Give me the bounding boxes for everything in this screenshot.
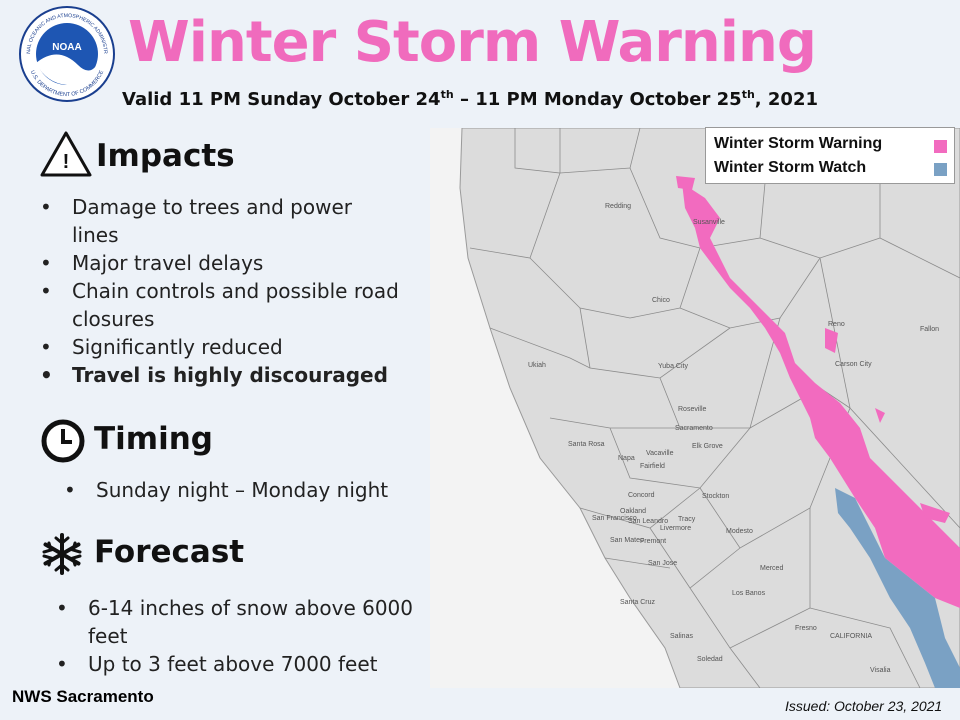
section-heading: Impacts: [96, 138, 235, 174]
map-label: Fairfield: [640, 463, 665, 470]
title: Winter Storm Warning: [128, 10, 817, 75]
bullet: Travel is highly discouraged: [40, 361, 400, 389]
map-label: Fresno: [795, 625, 817, 632]
map-label: Reno: [828, 321, 845, 328]
bullet: 6-14 inches of snow above 6000 feet: [56, 594, 456, 650]
map-label: Tracy: [678, 516, 696, 523]
legend-swatch: [934, 140, 947, 153]
boundaries: [469, 128, 960, 688]
map-label: Oakland: [620, 508, 646, 515]
section-heading: Timing: [94, 421, 213, 457]
map-label: Yuba City: [658, 363, 688, 370]
svg-text:!: !: [63, 151, 70, 173]
map-label: Napa: [618, 455, 635, 462]
logo-text: NOAA: [52, 42, 81, 53]
snowflake-icon: [42, 533, 82, 575]
legend-label: Winter Storm Watch: [714, 159, 867, 176]
map-label: San Francisco: [592, 515, 637, 522]
map-label: Fallon: [920, 326, 939, 333]
map-label: Elk Grove: [692, 443, 723, 450]
map-label: San Jose: [648, 560, 677, 567]
legend-label: Winter Storm Warning: [714, 135, 883, 152]
bullet: Up to 3 feet above 7000 feet: [56, 650, 456, 678]
map-label: Santa Rosa: [568, 441, 605, 448]
map-label: Soledad: [697, 656, 723, 663]
forecast-list: 6-14 inches of snow above 6000 feet Up t…: [56, 594, 456, 678]
map-label: Roseville: [678, 406, 707, 413]
map-label: Visalia: [870, 667, 891, 674]
map-label: Chico: [652, 297, 670, 304]
issued-date: Issued: October 23, 2021: [785, 698, 943, 714]
map-label: Susanville: [693, 219, 725, 226]
subtitle-part: th: [440, 88, 454, 101]
map-label: Salinas: [670, 633, 693, 640]
map-labels: Redding Susanville Chico Reno Fallon Ukiah Yub…: [528, 203, 939, 674]
map-label: Fremont: [640, 538, 666, 545]
map-label: Stockton: [702, 493, 729, 500]
map: Redding Susanville Chico Reno Fallon Ukiah Yub…: [430, 128, 960, 688]
bullet: Major travel delays: [40, 249, 400, 277]
map-label: Modesto: [726, 528, 753, 535]
office: NWS Sacramento: [12, 687, 154, 706]
map-label: Redding: [605, 203, 631, 210]
map-label: CALIFORNIA: [830, 633, 872, 640]
warning-icon: !: [40, 131, 92, 177]
map-label: Concord: [628, 492, 655, 499]
subtitle-part: th: [741, 88, 755, 101]
timing-list: Sunday night – Monday night: [64, 476, 444, 504]
subtitle-part: , 2021: [754, 89, 818, 110]
bullet: Chain controls and possible road closure…: [40, 277, 400, 333]
clock-icon: [41, 419, 85, 463]
watch-area: [835, 488, 960, 688]
land: [459, 128, 960, 688]
noaa-logo: NOAA NATIONAL OCEANIC AND ATMOSPHERIC AD…: [18, 5, 115, 102]
subtitle-part: Valid 11 PM Sunday October 24: [122, 89, 441, 110]
bullet: Sunday night – Monday night: [64, 476, 444, 504]
legend-swatch: [934, 163, 947, 176]
subtitle-part: – 11 PM Monday October 25: [453, 89, 742, 110]
map-label: Livermore: [660, 525, 691, 532]
impacts-list: Damage to trees and power lines Major tr…: [40, 193, 400, 389]
map-label: San Mateo: [610, 537, 644, 544]
map-label: Santa Cruz: [620, 599, 656, 606]
section-heading: Forecast: [94, 534, 245, 570]
map-label: Los Banos: [732, 590, 766, 597]
legend: Winter Storm Warning Winter Storm Watch: [705, 127, 955, 184]
subtitle: Valid 11 PM Sunday October 24th – 11 PM …: [122, 88, 818, 110]
map-label: Merced: [760, 565, 783, 572]
map-label: Sacramento: [675, 425, 713, 432]
map-label: Ukiah: [528, 362, 546, 369]
bullet: Significantly reduced: [40, 333, 400, 361]
map-label: Vacaville: [646, 450, 674, 457]
map-label: San Leandro: [628, 518, 668, 525]
warning-area: [676, 176, 960, 608]
bullet: Damage to trees and power lines: [40, 193, 400, 249]
map-label: Carson City: [835, 361, 872, 368]
